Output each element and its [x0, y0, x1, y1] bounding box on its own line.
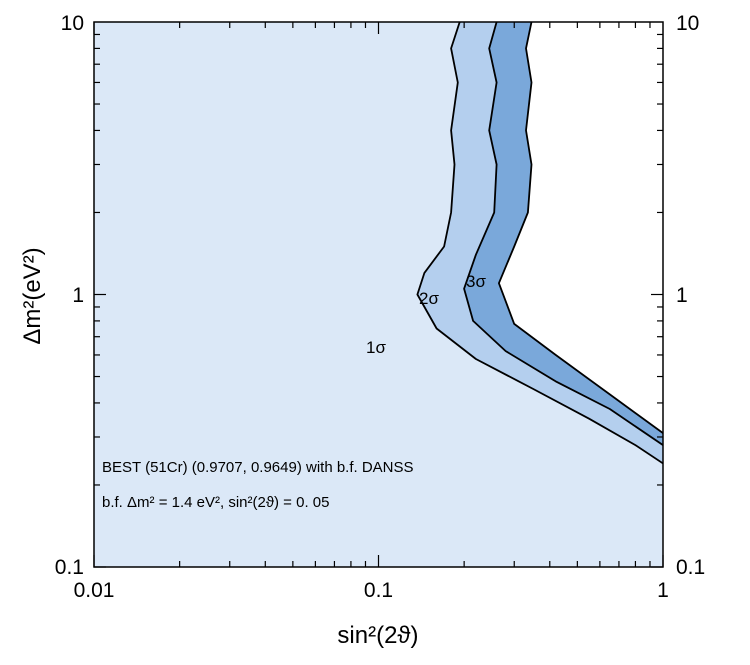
- region-label-2sigma: 2σ: [419, 289, 439, 308]
- region-contour-3sigma: [498, 22, 663, 434]
- y-tick-label-left-1: 1: [72, 284, 84, 307]
- best-fit-annotation: b.f. Δm² = 1.4 eV², sin²(2ϑ) = 0. 05: [102, 494, 329, 511]
- x-tick-label-0: 0.01: [74, 579, 115, 602]
- x-tick-label-1: 0.1: [364, 579, 393, 602]
- confidence-regions: [94, 22, 663, 567]
- y-tick-label-right-1: 1: [676, 284, 688, 307]
- y-tick-label-right-2: 10: [676, 12, 699, 35]
- region-label-1sigma: 1σ: [366, 338, 386, 357]
- region-contour-2sigma: [463, 22, 663, 446]
- x-tick-label-2: 1: [657, 579, 669, 602]
- dataset-annotation: BEST (51Cr) (0.9707, 0.9649) with b.f. D…: [102, 459, 414, 476]
- y-tick-label-left-0: 0.1: [55, 556, 84, 579]
- x-axis-title: sin²(2ϑ): [337, 622, 418, 649]
- axis-ticks: [93, 22, 664, 568]
- region-area-1sigma: [94, 22, 663, 567]
- region-label-3sigma: 3σ: [466, 272, 486, 291]
- y-tick-label-left-2: 10: [61, 12, 84, 35]
- region-contour-1sigma: [416, 22, 663, 465]
- y-tick-label-right-0: 0.1: [676, 556, 705, 579]
- y-axis-title: Δm²(eV²): [19, 247, 46, 344]
